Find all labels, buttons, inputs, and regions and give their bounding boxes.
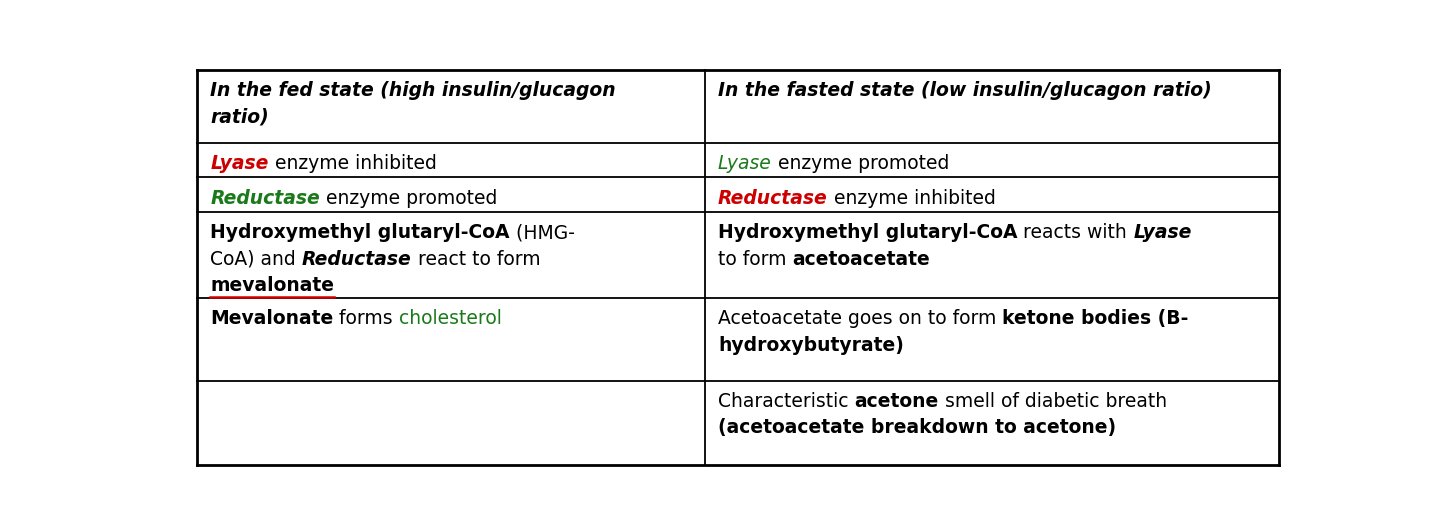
Text: ketone bodies (B-: ketone bodies (B- [1002, 309, 1188, 329]
Text: enzyme inhibited: enzyme inhibited [828, 188, 995, 207]
Text: In the fasted state (low insulin/glucagon ratio): In the fasted state (low insulin/glucago… [719, 81, 1211, 99]
Text: Lyase: Lyase [210, 154, 268, 173]
Text: react to form: react to form [412, 250, 540, 269]
Text: (acetoacetate breakdown to acetone): (acetoacetate breakdown to acetone) [719, 418, 1116, 437]
Text: forms: forms [334, 309, 399, 329]
Text: Hydroxymethyl glutaryl-CoA: Hydroxymethyl glutaryl-CoA [210, 223, 510, 242]
Text: Mevalonate: Mevalonate [210, 309, 334, 329]
Text: CoA) and: CoA) and [210, 250, 302, 269]
Text: Lyase: Lyase [1133, 223, 1191, 242]
Text: Reductase: Reductase [719, 188, 828, 207]
Text: In the fed state (high insulin/glucagon: In the fed state (high insulin/glucagon [210, 81, 616, 99]
Text: Reductase: Reductase [210, 188, 320, 207]
Text: Reductase: Reductase [302, 250, 412, 269]
Text: mevalonate: mevalonate [210, 276, 334, 295]
Text: reacts with: reacts with [1018, 223, 1133, 242]
Text: enzyme inhibited: enzyme inhibited [268, 154, 436, 173]
Text: enzyme promoted: enzyme promoted [772, 154, 949, 173]
Text: acetoacetate: acetoacetate [792, 250, 930, 269]
Text: enzyme promoted: enzyme promoted [320, 188, 497, 207]
Text: (HMG-: (HMG- [510, 223, 575, 242]
Text: Acetoacetate goes on to form: Acetoacetate goes on to form [719, 309, 1002, 329]
Text: ratio): ratio) [210, 107, 269, 126]
Text: Hydroxymethyl glutaryl-CoA: Hydroxymethyl glutaryl-CoA [719, 223, 1018, 242]
Text: cholesterol: cholesterol [399, 309, 503, 329]
Text: to form: to form [719, 250, 792, 269]
Text: acetone: acetone [854, 391, 939, 411]
Text: hydroxybutyrate): hydroxybutyrate) [719, 336, 904, 355]
Text: Characteristic: Characteristic [719, 391, 854, 411]
Text: smell of diabetic breath: smell of diabetic breath [939, 391, 1166, 411]
Text: Lyase: Lyase [719, 154, 772, 173]
